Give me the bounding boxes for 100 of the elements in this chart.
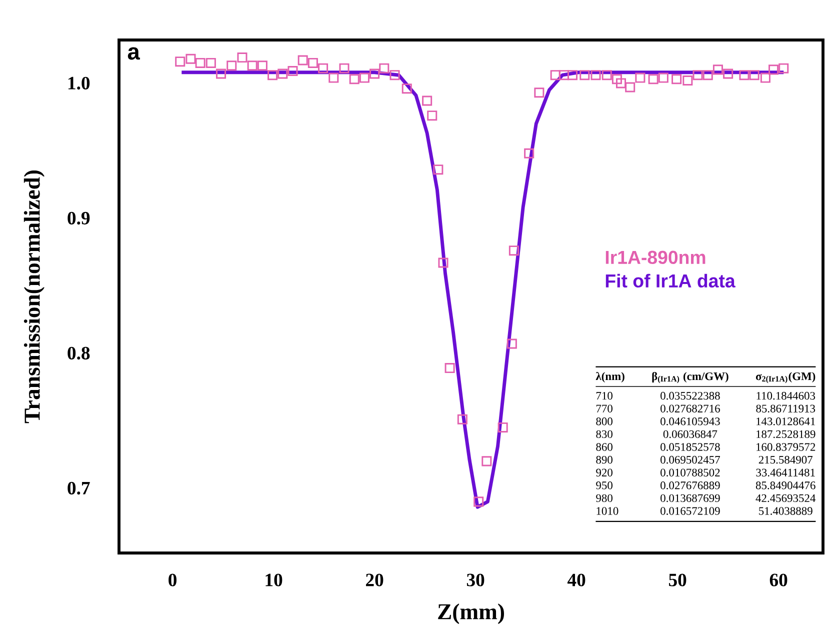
annotation: 0.069502457 <box>660 456 720 464</box>
point <box>524 148 534 158</box>
point <box>616 78 626 88</box>
point <box>658 72 668 83</box>
point <box>778 63 789 74</box>
point <box>692 70 703 80</box>
text: Ir1A-890nm <box>606 250 706 264</box>
point <box>558 70 569 80</box>
point <box>379 63 390 74</box>
annotation: σ$_{2(Ir1A)}$(GM) <box>756 372 816 384</box>
point <box>580 70 590 80</box>
point <box>268 70 278 80</box>
annotation: 0.027682716 <box>660 404 720 413</box>
point <box>682 75 693 86</box>
point <box>278 68 288 79</box>
annotation: 33.46411481 <box>756 468 815 476</box>
point <box>438 258 448 268</box>
annotation: 0.051852578 <box>660 443 720 451</box>
annotation: 0.06036847 <box>663 430 718 438</box>
annotation: 770 <box>596 404 612 412</box>
annotation: 110.1844603 <box>756 392 816 400</box>
point <box>568 70 578 80</box>
annotation: a <box>128 47 140 60</box>
point <box>635 72 646 83</box>
point <box>723 68 734 79</box>
point <box>625 82 636 92</box>
point <box>508 246 519 256</box>
point <box>506 338 517 349</box>
annotation: 920 <box>596 468 612 476</box>
annotation: 830 <box>596 430 612 438</box>
x-tick-label: 60 <box>770 574 788 586</box>
point <box>175 56 186 67</box>
y-tick-label: 1.0 <box>68 76 90 90</box>
x-tick-label: 40 <box>567 574 586 586</box>
annotation: 187.2528189 <box>756 430 816 438</box>
text: Fit of Ir1A data <box>606 274 736 288</box>
point <box>768 64 779 75</box>
annotation: 860 <box>596 443 612 451</box>
annotation: 0.035522388 <box>660 392 720 400</box>
annotation: 143.0128641 <box>756 418 816 426</box>
point <box>760 72 770 83</box>
annotation: 1010 <box>596 507 618 515</box>
point <box>349 74 360 84</box>
annotation: 980 <box>596 494 612 502</box>
point <box>550 70 560 80</box>
point <box>590 70 601 80</box>
point <box>402 84 412 94</box>
point <box>370 68 380 79</box>
annotation: 0.010788502 <box>660 468 720 476</box>
x-axis-title: Z(mm) <box>438 603 504 624</box>
point <box>457 414 468 424</box>
point <box>308 58 318 68</box>
point <box>186 54 196 64</box>
point <box>288 66 298 76</box>
point <box>226 60 237 71</box>
point <box>318 63 328 74</box>
annotation: 215.584907 <box>758 456 812 464</box>
annotation: 0.046105943 <box>660 418 720 426</box>
y-axis-title: Transmission(normalized) <box>24 170 44 424</box>
point <box>216 68 226 79</box>
point <box>749 70 760 80</box>
annotation: 950 <box>596 482 612 490</box>
x-tick-label: 50 <box>668 574 686 586</box>
x-tick-label: 0 <box>168 574 176 586</box>
point <box>498 422 508 432</box>
point <box>206 58 216 68</box>
point <box>328 72 339 83</box>
annotation: λ(nm) <box>596 372 624 382</box>
annotation: 710 <box>596 392 612 400</box>
annotation: 51.4038889 <box>759 507 812 515</box>
annotation: 85.86711913 <box>756 404 816 413</box>
point <box>390 70 400 80</box>
annotation: 0.027676889 <box>660 482 720 490</box>
point <box>359 72 370 83</box>
y-tick-label: 0.7 <box>68 482 90 495</box>
point <box>648 74 658 84</box>
x-tick-label: 30 <box>466 574 484 586</box>
x-tick-label: 10 <box>266 574 282 586</box>
point <box>712 64 723 75</box>
point <box>298 55 308 66</box>
point <box>534 88 544 98</box>
point <box>444 363 455 374</box>
annotation: β$_{(Ir1A)}$ (cm/GW) <box>652 372 728 384</box>
annotation: 160.8379572 <box>756 443 816 451</box>
point <box>237 52 248 63</box>
x-tick-label: 20 <box>366 574 384 586</box>
point <box>257 60 268 71</box>
point <box>702 70 713 80</box>
point <box>739 70 750 80</box>
y-tick-label: 0.9 <box>68 212 90 225</box>
annotation: 42.45693524 <box>756 494 816 502</box>
y-tick-label: 0.8 <box>68 346 90 360</box>
point <box>422 96 432 106</box>
point <box>339 63 350 74</box>
annotation: 800 <box>596 418 612 426</box>
point <box>433 164 444 175</box>
point <box>602 70 612 80</box>
point <box>482 456 492 466</box>
point <box>474 496 484 507</box>
annotation: 0.013687699 <box>660 494 720 502</box>
